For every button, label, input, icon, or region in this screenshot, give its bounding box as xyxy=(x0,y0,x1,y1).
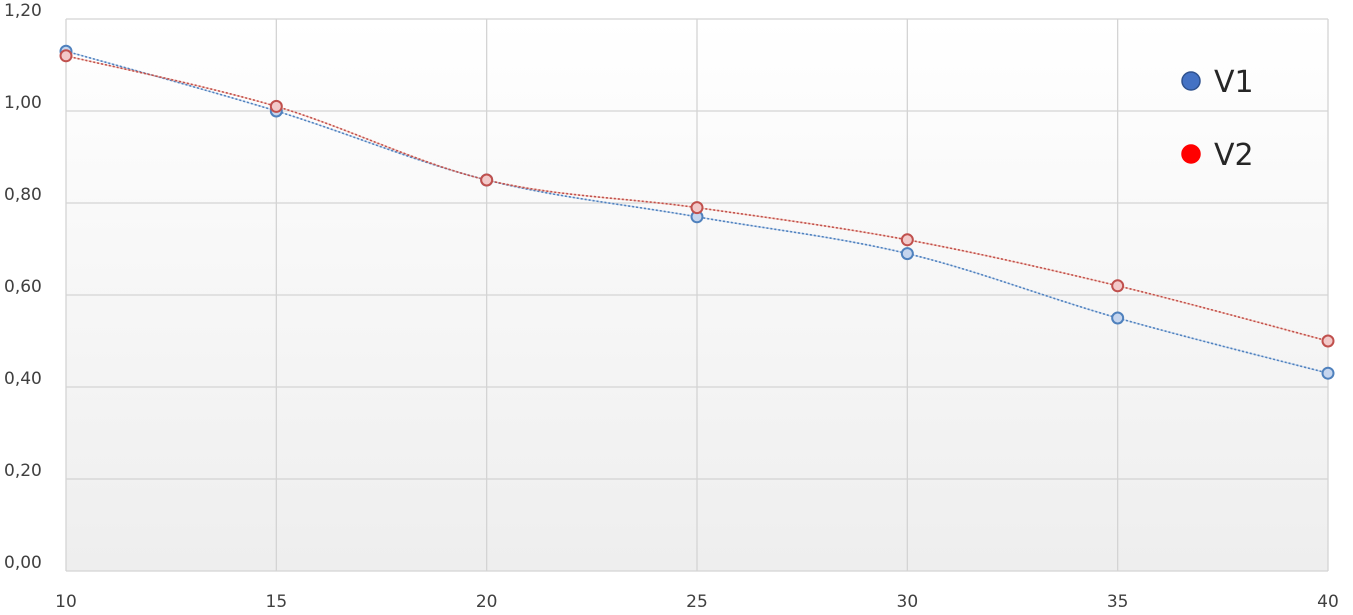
y-tick-label: 0,60 xyxy=(4,277,42,297)
data-point-v2 xyxy=(1111,279,1125,293)
legend-marker-v2 xyxy=(1181,144,1201,164)
x-tick-label: 15 xyxy=(266,592,288,612)
data-point-v2 xyxy=(59,49,73,63)
data-point-v1 xyxy=(1321,366,1335,380)
y-tick-label: 1,20 xyxy=(4,1,42,21)
y-tick-label: 0,00 xyxy=(4,553,42,573)
y-tick-label: 0,40 xyxy=(4,369,42,389)
axis-ticks: 0,00 0,20 0,40 0,60 0,80 1,00 1,20 10 15 20 25 30 35… xyxy=(4,1,1339,612)
series-group xyxy=(59,44,1335,380)
x-tick-label: 20 xyxy=(476,592,498,612)
x-tick-label: 40 xyxy=(1317,592,1339,612)
data-point-v1 xyxy=(900,247,914,261)
x-tick-label: 35 xyxy=(1107,592,1129,612)
data-point-v2 xyxy=(1321,334,1335,348)
y-tick-label: 0,80 xyxy=(4,185,42,205)
data-point-v2 xyxy=(480,173,494,187)
x-tick-label: 25 xyxy=(686,592,708,612)
legend-label-v1: V1 xyxy=(1214,65,1254,100)
y-tick-label: 1,00 xyxy=(4,93,42,113)
legend: V1 V2 xyxy=(1181,65,1254,173)
x-tick-label: 10 xyxy=(55,592,77,612)
data-point-v1 xyxy=(1111,311,1125,325)
data-point-v2 xyxy=(269,99,283,113)
data-point-v2 xyxy=(900,233,914,247)
data-point-v2 xyxy=(690,201,704,215)
legend-label-v2: V2 xyxy=(1214,138,1254,173)
x-tick-label: 30 xyxy=(897,592,919,612)
y-tick-label: 0,20 xyxy=(4,461,42,481)
legend-marker-v1 xyxy=(1181,71,1201,91)
